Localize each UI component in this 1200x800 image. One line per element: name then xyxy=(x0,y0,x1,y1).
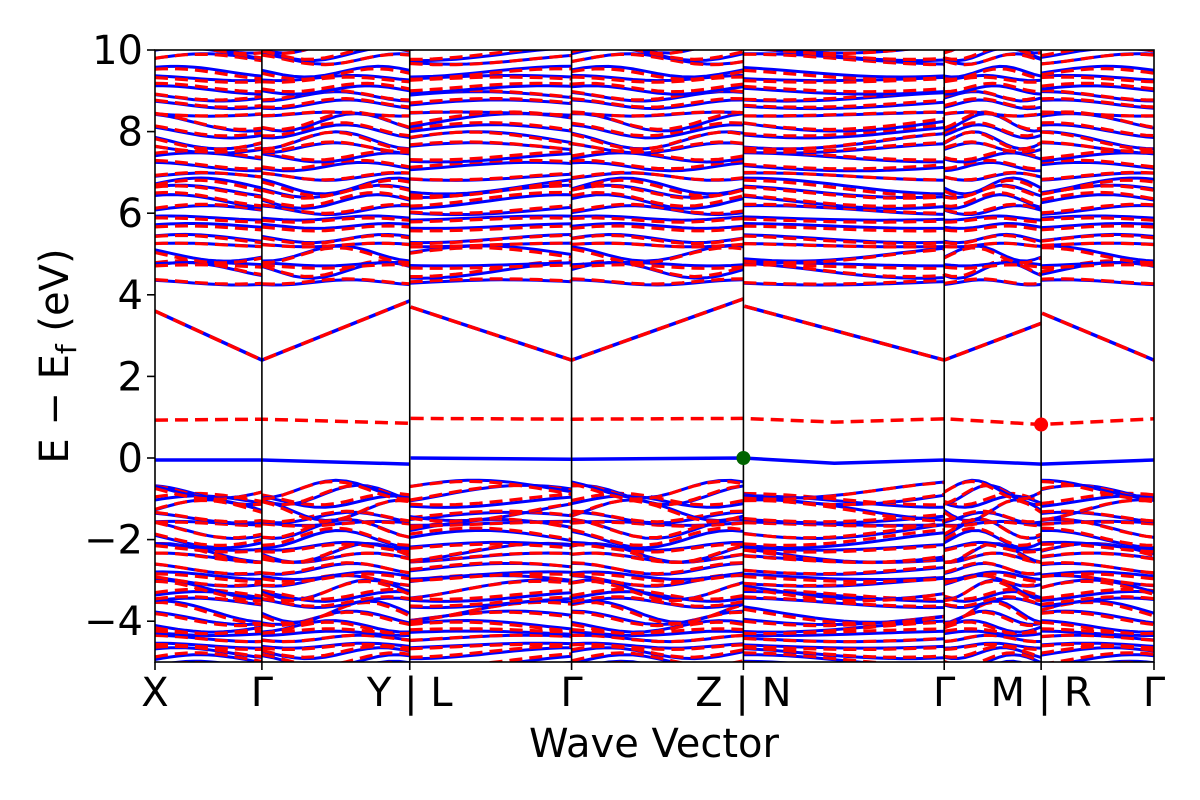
band-down-45 xyxy=(155,110,1154,118)
band-down-18 xyxy=(155,526,1154,548)
y-tick-label-3: 2 xyxy=(118,354,143,400)
y-axis-label: E − Ef (eV) xyxy=(32,248,83,463)
band-down-41 xyxy=(155,140,1154,154)
band-down-48 xyxy=(155,81,1154,94)
y-tick-label-4: 4 xyxy=(118,273,143,319)
band-down-26 xyxy=(155,277,1154,286)
band-down-14 xyxy=(155,561,1154,576)
band-down-29 xyxy=(155,246,1154,265)
spin-up-valence-top-band xyxy=(155,456,1154,466)
band-down-43 xyxy=(155,121,1154,138)
band-up-48 xyxy=(155,84,1154,96)
band-up-33 xyxy=(155,214,1154,222)
band-down-53 xyxy=(206,50,1154,56)
band-up-50 xyxy=(155,64,1154,79)
band-down-31 xyxy=(155,233,1154,246)
y-tick-label-2: 0 xyxy=(118,436,143,482)
band-down-3 xyxy=(155,642,1154,652)
band-down-21 xyxy=(155,509,1154,524)
x-axis-ticks: X Γ Y | L Γ Z | N Γ M | R Γ xyxy=(141,662,1166,716)
x-tick-label-4: Z | N xyxy=(695,670,791,716)
plot-frame xyxy=(154,49,1155,663)
y-tick-label-7: 10 xyxy=(92,28,143,74)
x-tick-label-5: Γ xyxy=(933,670,956,716)
band-up-43 xyxy=(155,123,1154,140)
band-down-42 xyxy=(155,130,1154,151)
band-up-28 xyxy=(155,260,1154,268)
high-symmetry-lines xyxy=(261,50,1042,662)
band-down-1 xyxy=(155,651,1154,662)
band-down-34 xyxy=(155,202,1154,216)
marker-cbm xyxy=(1034,417,1049,432)
band-down-38 xyxy=(155,170,1154,182)
band-down-16 xyxy=(155,542,1154,565)
extrema-markers xyxy=(736,417,1049,465)
band-down-2 xyxy=(155,644,1154,659)
lowest-conduction-band-up xyxy=(155,297,1154,363)
band-down-50 xyxy=(155,67,1154,82)
band-down-32 xyxy=(155,224,1154,233)
marker-vbm xyxy=(736,451,751,465)
spin-down-conduction-band xyxy=(155,416,1154,427)
band-up-39 xyxy=(155,160,1154,173)
band-down-46 xyxy=(155,96,1154,109)
y-axis-label-unit: (eV) xyxy=(32,248,78,344)
x-tick-label-0: X xyxy=(141,670,168,716)
y-axis-ticks: −4 −2 0 2 4 6 8 10 xyxy=(84,28,155,645)
band-down-27 xyxy=(155,259,1154,279)
band-down-37 xyxy=(155,178,1154,198)
band-up-18 xyxy=(155,528,1154,550)
band-down-9 xyxy=(155,595,1154,608)
y-axis-label-subscript: f xyxy=(50,343,83,354)
band-down-10 xyxy=(155,587,1154,601)
x-tick-label-7: Γ xyxy=(1143,670,1166,716)
x-tick-label-3: Γ xyxy=(560,670,583,716)
band-down-6 xyxy=(155,620,1154,636)
band-down-17 xyxy=(155,542,1154,554)
band-down-13 xyxy=(155,572,1154,584)
bands-group xyxy=(155,50,1154,662)
band-up-32 xyxy=(155,221,1154,230)
band-up-5 xyxy=(155,629,1154,638)
x-tick-label-6: M | R xyxy=(991,670,1092,716)
band-down-47 xyxy=(155,88,1154,102)
band-down-25 xyxy=(155,479,1154,501)
y-tick-label-5: 6 xyxy=(118,191,143,237)
band-down-40 xyxy=(155,149,1154,162)
band-down-49 xyxy=(155,75,1154,84)
band-down-11 xyxy=(155,579,1154,603)
x-tick-label-2: Y | L xyxy=(366,670,453,716)
band-down-7 xyxy=(155,610,1154,628)
y-tick-label-1: −2 xyxy=(84,518,143,564)
x-axis-label: Wave Vector xyxy=(529,721,780,767)
band-down-30 xyxy=(155,241,1154,249)
band-down-33 xyxy=(155,216,1154,224)
y-tick-label-6: 8 xyxy=(118,110,143,156)
band-down-51 xyxy=(155,52,1154,67)
band-down-35 xyxy=(155,190,1154,208)
y-axis-label-main: E − E xyxy=(32,354,78,464)
x-tick-label-1: Γ xyxy=(251,670,274,716)
y-tick-label-0: −4 xyxy=(84,599,143,645)
band-down-4 xyxy=(155,633,1154,644)
band-down-20 xyxy=(155,520,1154,528)
band-down-28 xyxy=(155,263,1154,270)
band-down-8 xyxy=(155,600,1154,626)
band-down-24 xyxy=(155,483,1154,507)
